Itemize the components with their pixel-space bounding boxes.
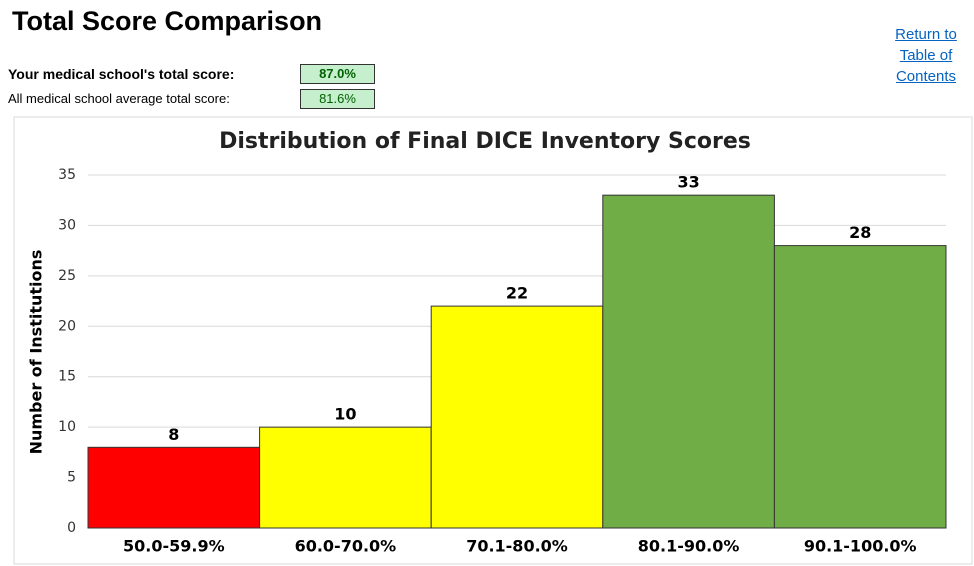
chart-title: Distribution of Final DICE Inventory Sco… — [219, 129, 751, 154]
y-tick-label: 30 — [58, 217, 76, 233]
y-tick-label: 25 — [58, 268, 76, 284]
value-label: 33 — [677, 173, 699, 192]
row-label: All medical school average total score: — [8, 91, 230, 106]
x-tick-label: 70.1-80.0% — [466, 537, 568, 556]
x-tick-label: 90.1-100.0% — [804, 537, 917, 556]
bar — [87, 446, 261, 529]
y-tick-label: 35 — [58, 167, 76, 183]
y-tick-label: 15 — [58, 369, 76, 385]
y-tick-label: 20 — [58, 318, 76, 334]
bar — [773, 245, 947, 529]
x-tick-label: 60.0-70.0% — [295, 537, 397, 556]
page-title: Total Score Comparison — [12, 6, 323, 36]
toc-link[interactable]: Return to Table of Contents — [895, 26, 957, 85]
value-label: 28 — [849, 223, 871, 242]
row-value: 81.6% — [300, 89, 375, 109]
row-value: 87.0% — [300, 64, 375, 84]
y-tick-label: 10 — [58, 419, 76, 435]
value-label: 22 — [506, 284, 528, 303]
y-tick-label: 5 — [67, 470, 76, 486]
bar — [602, 194, 775, 529]
y-axis-label: Number of Institutions — [27, 250, 46, 455]
row-label: Your medical school's total score: — [8, 66, 235, 82]
value-label: 8 — [168, 425, 179, 444]
value-label: 10 — [334, 405, 356, 424]
bar — [430, 305, 604, 529]
x-tick-label: 80.1-90.0% — [638, 537, 740, 556]
bar — [259, 426, 432, 529]
y-tick-label: 0 — [67, 520, 76, 536]
x-tick-label: 50.0-59.9% — [123, 537, 225, 556]
